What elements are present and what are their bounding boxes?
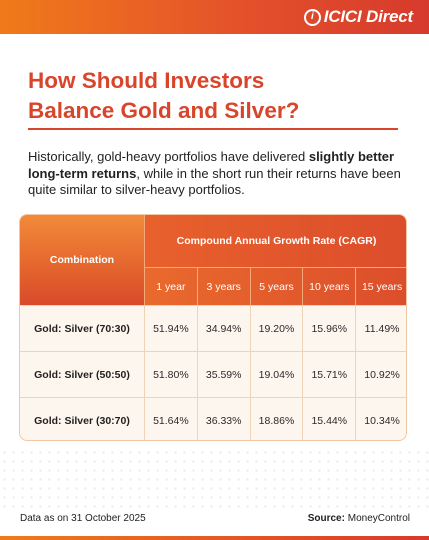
table-cell: 11.49%	[355, 306, 406, 351]
top-banner: i ICICI Direct	[0, 0, 429, 34]
table-row: Gold: Silver (70:30) 51.94% 34.94% 19.20…	[20, 305, 406, 351]
table-cell: 19.04%	[249, 352, 303, 397]
table-cell: 35.59%	[196, 352, 250, 397]
header-period: 15 years	[355, 268, 406, 305]
source-label: Source:	[307, 513, 345, 524]
intro-highlight: slightly better long-term returns	[28, 149, 395, 181]
table-cell: 18.86%	[249, 398, 303, 440]
row-label: Gold: Silver (30:70)	[34, 414, 130, 427]
table-cell: 51.80%	[144, 352, 197, 397]
dot-pattern-background	[0, 448, 429, 508]
table-cell: 10.92%	[355, 352, 406, 397]
data-date-note: Data as on 31 October 2025	[20, 513, 146, 524]
table-cell: 10.34%	[355, 398, 406, 440]
row-label: Gold: Silver (70:30)	[34, 322, 130, 335]
brand-name: ICICI Direct	[323, 7, 413, 26]
header-period: 5 years	[249, 268, 303, 305]
table-cell: 51.64%	[144, 398, 197, 440]
source-value: MoneyControl	[347, 513, 410, 524]
header-period: 1 year	[144, 268, 197, 305]
row-label: Gold: Silver (50:50)	[34, 368, 130, 381]
table-row: Gold: Silver (30:70) 51.64% 36.33% 18.86…	[20, 397, 406, 440]
intro-paragraph: Historically, gold-heavy portfolios have…	[28, 149, 413, 199]
page-title: How Should Investors Balance Gold and Si…	[28, 66, 299, 126]
cagr-table: Combination Compound Annual Growth Rate …	[19, 214, 407, 441]
table-cell: 51.94%	[144, 306, 197, 351]
table-cell: 34.94%	[196, 306, 250, 351]
table-cell: 19.20%	[249, 306, 303, 351]
brand-logo: i ICICI Direct	[303, 7, 413, 27]
table-body: Gold: Silver (70:30) 51.94% 34.94% 19.20…	[20, 305, 406, 440]
title-divider	[28, 128, 398, 130]
table-cell: 36.33%	[196, 398, 250, 440]
intro-text-end: , while in the short run their returns h…	[28, 165, 401, 198]
page-title-line-1: How Should Investors	[28, 68, 265, 93]
table-cell: 15.71%	[302, 352, 355, 397]
header-combination: Combination	[20, 215, 144, 305]
icici-logo-icon: i	[303, 8, 321, 26]
table-cell: 15.44%	[302, 398, 355, 440]
header-period: 10 years	[302, 268, 355, 305]
header-cagr-group: Compound Annual Growth Rate (CAGR)	[144, 215, 406, 267]
header-periods: 1 year 3 years 5 years 10 years 15 years	[144, 267, 406, 305]
table-cell: 15.96%	[302, 306, 355, 351]
header-period: 3 years	[196, 268, 250, 305]
page-title-line-2: Balance Gold and Silver?	[28, 98, 300, 123]
bottom-accent-bar	[0, 536, 429, 540]
intro-text-start: Historically, gold-heavy portfolios have…	[28, 149, 309, 164]
table-row: Gold: Silver (50:50) 51.80% 35.59% 19.04…	[20, 351, 406, 397]
source-note: Source: MoneyControl	[308, 513, 410, 524]
